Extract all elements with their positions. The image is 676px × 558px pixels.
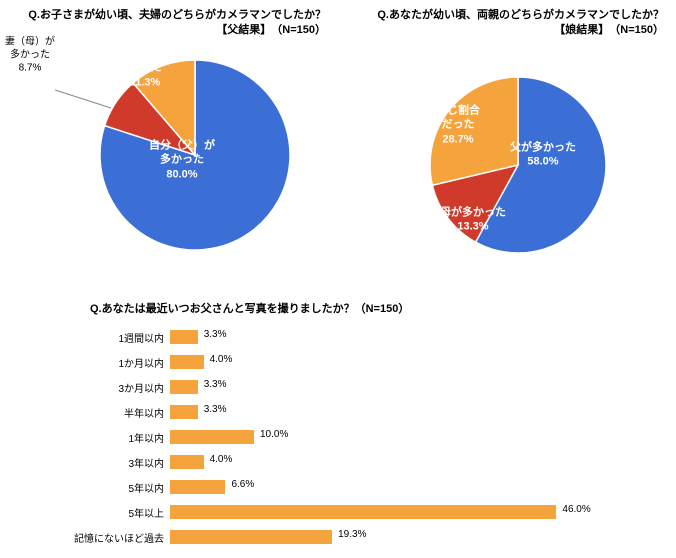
bar-track: 10.0% [170,430,640,444]
bar-fill [170,505,556,519]
bar-fill [170,480,225,494]
bar-value: 3.3% [204,379,227,390]
bar-category: 5年以上 [60,505,170,520]
slice-label: 妻（母）が 多かった 8.7% [5,36,55,75]
slice-label: 自分（父）が 多かった 80.0% [149,139,215,182]
bar-track: 3.3% [170,330,640,344]
bar-category: 5年以内 [60,480,170,495]
bar-fill [170,530,332,544]
bar-category: 1か月以内 [60,355,170,370]
bar-value: 3.3% [204,329,227,340]
slice-label: 父が多かった 58.0% [510,141,576,170]
bar-value: 46.0% [562,504,590,515]
bar-fill [170,330,198,344]
bar-category: 記憶にないほど過去 [60,530,170,545]
bar-value: 10.0% [260,429,288,440]
pie-left-panel: Q.お子さまが幼い頃、夫婦のどちらがカメラマンでしたか？ 【父結果】 （N=15… [0,0,338,290]
slice-label: 同じ割合 だった 28.7% [436,104,480,147]
slice-label: 母が多かった 13.3% [440,206,506,235]
bar-category: 3か月以内 [60,380,170,395]
bar-fill [170,380,198,394]
bar-track: 3.3% [170,380,640,394]
bar-row: 3年以内 4.0% [60,451,640,473]
pie-right-panel: Q.あなたが幼い頃、両親のどちらがカメラマンでしたか？ 【娘結果】 （N=150… [338,0,676,290]
bar-chart: Q.あなたは最近いつお父さんと写真を撮りましたか？（N=150） 1週間以内 3.… [60,300,640,551]
bar-row: 3か月以内 3.3% [60,376,640,398]
bar-category: 半年以内 [60,405,170,420]
bar-value: 4.0% [210,454,233,465]
slice-label: 同じ割合 だった 11.3% [123,47,167,90]
bar-fill [170,455,204,469]
bar-category: 3年以内 [60,455,170,470]
bar-track: 4.0% [170,355,640,369]
bar-fill [170,405,198,419]
bar-track: 46.0% [170,505,640,519]
bar-value: 4.0% [210,354,233,365]
bar-category: 1年以内 [60,430,170,445]
bar-row: 5年以上 46.0% [60,501,640,523]
bar-row: 1週間以内 3.3% [60,326,640,348]
bar-row: 1か月以内 4.0% [60,351,640,373]
bar-track: 6.6% [170,480,640,494]
bar-category: 1週間以内 [60,330,170,345]
bar-fill [170,355,204,369]
bar-row: 半年以内 3.3% [60,401,640,423]
bar-value: 6.6% [231,479,254,490]
bar-track: 4.0% [170,455,640,469]
bar-fill [170,430,254,444]
bar-track: 19.3% [170,530,640,544]
bar-title: Q.あなたは最近いつお父さんと写真を撮りましたか？（N=150） [90,300,640,316]
bar-value: 19.3% [338,529,366,540]
bar-row: 5年以内 6.6% [60,476,640,498]
bar-track: 3.3% [170,405,640,419]
bar-row: 1年以内 10.0% [60,426,640,448]
bar-value: 3.3% [204,404,227,415]
bar-row: 記憶にないほど過去 19.3% [60,526,640,548]
